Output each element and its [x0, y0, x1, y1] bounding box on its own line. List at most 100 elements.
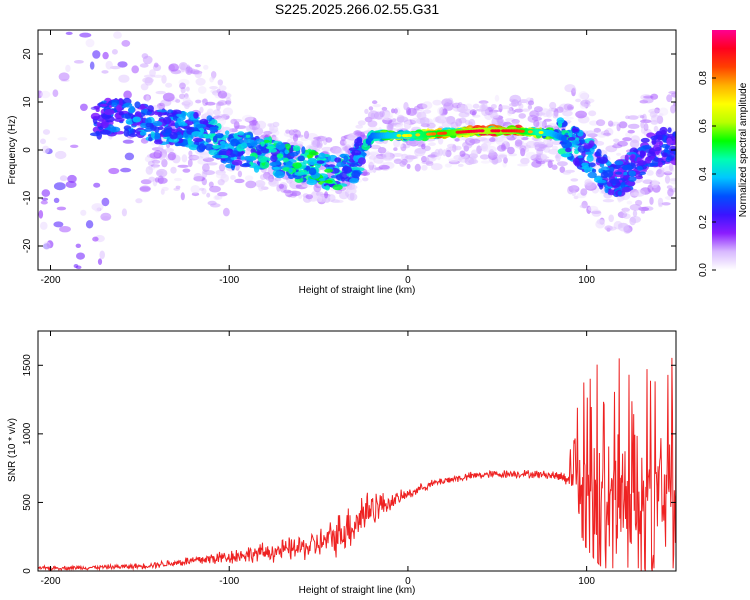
spectrogram-cell [157, 175, 164, 185]
spectrogram-cell [373, 155, 384, 164]
spectrogram-cell [640, 137, 650, 143]
spectrogram-cell [131, 65, 139, 74]
spectrogram-cell [456, 107, 468, 113]
spectrogram-cell [42, 129, 51, 135]
spectrogram-cell [305, 194, 313, 200]
bottom-x-axis-label: Height of straight line (km) [299, 585, 416, 596]
spectrogram-cell [457, 104, 465, 109]
spectrogram-cell [666, 185, 673, 190]
spectrogram-cell [442, 149, 447, 157]
spectrogram-cell [351, 170, 361, 179]
spectrogram-cell [52, 89, 59, 97]
spectrogram-cell [206, 162, 218, 166]
spectrogram-cell [217, 192, 228, 197]
spectrogram-cell [140, 179, 152, 185]
spectrogram-cell [124, 102, 133, 108]
spectrogram-cell [615, 171, 623, 175]
spectrogram-cell [622, 164, 633, 171]
spectrogram-cell [212, 135, 218, 143]
spectrogram-cell [511, 99, 520, 107]
spectrogram-cell [607, 120, 614, 127]
spectrogram-cell [156, 170, 164, 176]
spectrogram-cell [580, 188, 588, 196]
spectrogram-cell [120, 167, 132, 173]
spectrogram-cell [209, 86, 219, 90]
colorbar-gradient [712, 30, 736, 270]
spectrogram-cell [618, 121, 628, 129]
spectrogram-cell [92, 236, 99, 242]
spectrogram-cell [444, 163, 452, 168]
spectrogram-cell [666, 137, 673, 146]
spectrogram-cell [666, 94, 673, 103]
spectrogram-cell [641, 209, 645, 214]
spectrogram-cell [332, 184, 343, 191]
spectrogram-cell [217, 100, 228, 106]
spectrogram-cell [372, 103, 381, 108]
spectrogram-cell [427, 154, 438, 158]
spectrogram-cell [153, 62, 159, 68]
spectrogram-cell [368, 106, 374, 111]
spectrogram-cell [393, 139, 401, 148]
spectrogram-cell [40, 138, 46, 145]
spectrogram-cell [517, 163, 529, 167]
spectrogram-cell [105, 60, 113, 70]
spectrogram-cell [148, 136, 153, 142]
spectrogram-cell [469, 156, 477, 165]
spectrogram-cell [67, 174, 77, 183]
spectrogram-cell [284, 143, 292, 150]
spectrogram-cell [99, 103, 108, 107]
spectrogram-cell [458, 117, 467, 124]
spectrogram-cell [617, 140, 628, 147]
spectrogram-cell [242, 114, 254, 122]
spectrogram-cell [269, 125, 279, 134]
spectrogram-cell [617, 195, 622, 203]
colorbar-tick-label: 0.0 [698, 263, 709, 277]
spectrogram-cell [586, 155, 594, 162]
spectrogram-cell [556, 161, 568, 167]
top-x-tick-label: -200 [41, 275, 61, 286]
spectrogram-cell [181, 154, 188, 163]
spectrogram-cell [193, 172, 203, 182]
spectrogram-cell [625, 115, 630, 120]
colorbar-tick-label: 0.8 [698, 71, 709, 85]
spectrogram-cell [571, 140, 580, 145]
spectrogram-cell [525, 151, 537, 160]
spectrogram-cell [124, 152, 135, 161]
spectrogram-cell [587, 171, 597, 179]
spectrogram-cell [285, 161, 293, 167]
spectrogram-cell [242, 163, 250, 167]
spectrogram-cell [161, 74, 167, 84]
spectrogram-cell [58, 72, 70, 81]
spectrogram-cell [205, 101, 216, 106]
spectrogram-cell [540, 153, 548, 160]
spectrogram-cell [661, 202, 671, 206]
spectrogram-cell [431, 132, 437, 136]
spectrogram-cell [324, 168, 333, 173]
spectrogram-cell [276, 153, 284, 159]
spectrogram-cell [560, 135, 567, 142]
bottom-x-tick-label: 100 [578, 576, 595, 587]
spectrogram-cell [398, 143, 404, 148]
spectrogram-cell [153, 74, 163, 78]
spectrogram-cell [577, 155, 584, 159]
top-y-tick-label: 0 [22, 147, 33, 153]
spectrogram-cell [575, 98, 582, 103]
spectrogram-cell [163, 116, 172, 125]
spectrogram-cell [263, 139, 270, 143]
spectrogram-cell [617, 190, 622, 196]
snr-panel: -200 -100 0 100 0 500 1000 1500 Height of stra… [7, 330, 677, 596]
spectrogram-cell [447, 97, 454, 104]
spectrogram-cell [273, 166, 280, 170]
spectrogram-cell [657, 135, 663, 141]
spectrogram-cell [598, 168, 603, 174]
spectrogram-cell [170, 166, 177, 174]
spectrogram-cell [128, 106, 135, 114]
spectrogram-cell [627, 123, 640, 129]
bottom-y-tick-label: 1500 [22, 354, 33, 377]
spectrogram-cell [324, 191, 329, 199]
spectrogram-cell [135, 198, 143, 204]
spectrogram-cell [198, 143, 206, 152]
spectrogram-cell [250, 148, 257, 154]
top-y-axis: -20 -10 0 10 20 [22, 48, 676, 253]
spectrogram-cell [327, 194, 336, 202]
